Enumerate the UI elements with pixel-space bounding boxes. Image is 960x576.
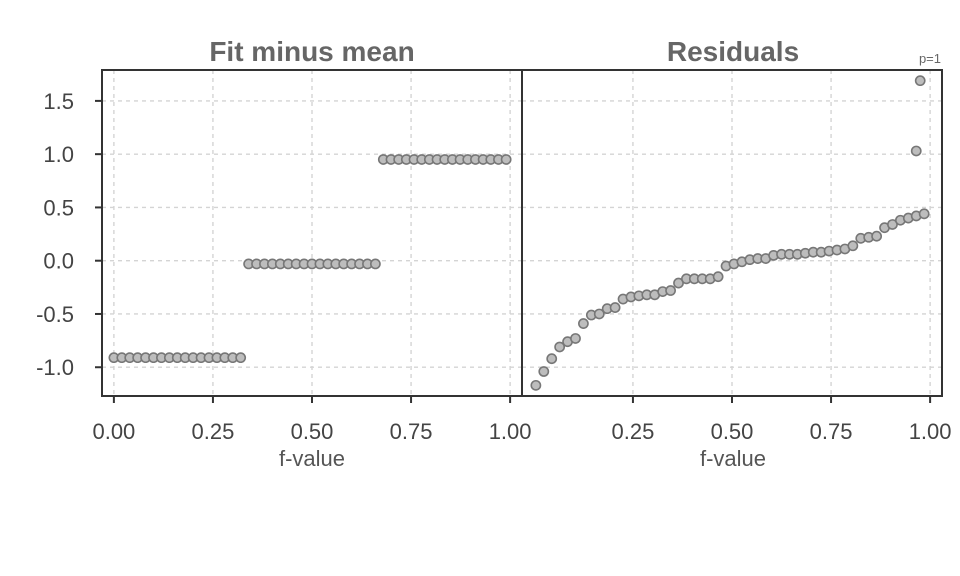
residuals-title: Residuals bbox=[667, 36, 799, 67]
y-tick-label: 0.5 bbox=[43, 195, 74, 220]
residual-point bbox=[609, 302, 621, 313]
fit-minus-mean-x-axis: 0.00 0.25 0.50 0.75 1.00 bbox=[92, 396, 532, 444]
residuals-annotation: p=1 bbox=[919, 51, 941, 66]
x-tick-label: 0.00 bbox=[92, 419, 135, 444]
residuals-x-label: f-value bbox=[700, 446, 766, 471]
x-tick-label: 0.75 bbox=[810, 419, 853, 444]
residual-point bbox=[871, 230, 883, 242]
y-tick-label: -0.5 bbox=[36, 302, 74, 327]
residual-point bbox=[538, 366, 550, 377]
x-tick-label: 1.00 bbox=[489, 419, 532, 444]
residual-point bbox=[673, 277, 684, 289]
fit-minus-mean-x-label: f-value bbox=[279, 446, 345, 471]
residuals-panel: Residuals p=1 0.25 0.50 0.75 1.00 f-value bbox=[521, 36, 952, 471]
residual-point bbox=[546, 353, 558, 365]
residual-point bbox=[665, 285, 676, 296]
y-tick-label: 1.0 bbox=[43, 142, 74, 167]
y-tick-label: -1.0 bbox=[36, 355, 74, 380]
residual-point bbox=[887, 219, 898, 230]
y-tick-label: 0.0 bbox=[43, 249, 74, 274]
fitted-point bbox=[369, 258, 381, 270]
x-tick-label: 0.75 bbox=[390, 419, 433, 444]
fit-minus-mean-title: Fit minus mean bbox=[209, 36, 414, 67]
fit-minus-mean-panel: Fit minus mean 1.5 1.0 0.5 0.0 -0.5 -1.0 0.00… bbox=[36, 36, 531, 471]
residual-point bbox=[570, 333, 581, 344]
residual-point bbox=[712, 271, 724, 283]
x-tick-label: 0.25 bbox=[192, 419, 235, 444]
x-tick-label: 0.50 bbox=[711, 419, 754, 444]
y-tick-label: 1.5 bbox=[43, 89, 74, 114]
residual-point bbox=[914, 75, 926, 87]
residual-point bbox=[847, 240, 859, 252]
x-tick-label: 0.25 bbox=[612, 419, 655, 444]
residual-point bbox=[918, 208, 930, 220]
residuals-points bbox=[530, 75, 930, 391]
residual-point bbox=[593, 308, 605, 320]
residuals-x-axis: 0.25 0.50 0.75 1.00 bbox=[612, 396, 952, 444]
fit-minus-mean-points bbox=[108, 154, 512, 364]
residual-point bbox=[530, 379, 542, 391]
residual-point bbox=[578, 318, 589, 329]
fitted-point bbox=[500, 154, 512, 165]
fit-minus-mean-grid bbox=[102, 70, 522, 396]
x-tick-label: 0.50 bbox=[291, 419, 334, 444]
fitted-point bbox=[235, 352, 247, 364]
y-axis: 1.5 1.0 0.5 0.0 -0.5 -1.0 bbox=[36, 89, 102, 380]
residual-point bbox=[554, 341, 566, 353]
x-tick-label: 1.00 bbox=[909, 419, 952, 444]
residual-point bbox=[910, 145, 922, 157]
